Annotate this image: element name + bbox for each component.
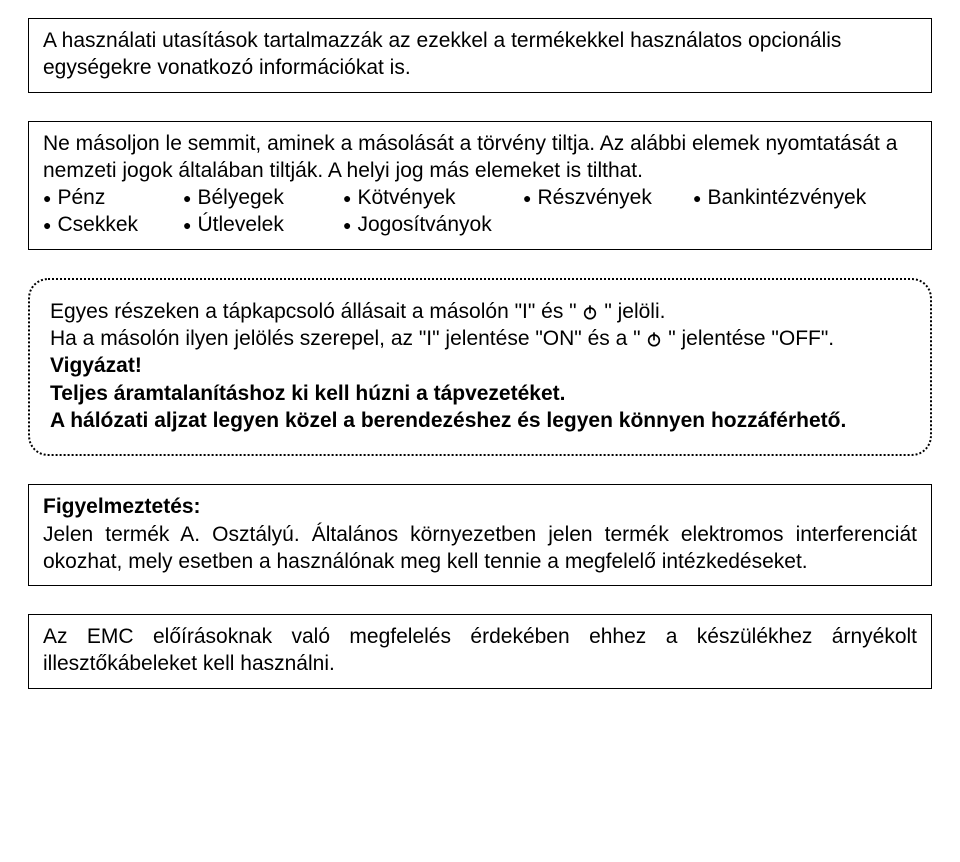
bullet-label: Kötvények <box>357 184 455 211</box>
power-line-1: Egyes részeken a tápkapcsoló állásait a … <box>50 298 910 325</box>
bullet-item: Csekkek <box>43 211 183 238</box>
text-fragment: Ha a másolón ilyen jelölés szerepel, az … <box>50 327 646 350</box>
bullet-row-1: Pénz Bélyegek Kötvények Részvények Banki… <box>43 184 917 211</box>
power-line-2: Ha a másolón ilyen jelölés szerepel, az … <box>50 325 910 352</box>
bullet-item: Bankintézvények <box>693 184 917 211</box>
info-box-warning: Figyelmeztetés: Jelen termék A. Osztályú… <box>28 484 932 586</box>
power-icon <box>646 331 662 347</box>
bullet-label: Részvények <box>537 184 651 211</box>
info-box-manual: A használati utasítások tartalmazzák az … <box>28 18 932 93</box>
bullet-item: Kötvények <box>343 184 523 211</box>
bullet-label: Útlevelek <box>197 211 283 238</box>
bullet-label: Bankintézvények <box>707 184 866 211</box>
caution-line-1: Teljes áramtalanításhoz ki kell húzni a … <box>50 380 910 407</box>
bullet-row-2: Csekkek Útlevelek Jogosítványok <box>43 211 917 238</box>
bullet-label: Pénz <box>57 184 105 211</box>
bullet-label: Bélyegek <box>197 184 283 211</box>
info-box-emc: Az EMC előírásoknak való megfelelés érde… <box>28 614 932 689</box>
bullet-label: Jogosítványok <box>357 211 491 238</box>
info-box-copy-law: Ne másoljon le semmit, aminek a másolásá… <box>28 121 932 250</box>
caution-label: Vigyázat! <box>50 352 910 379</box>
bullet-item: Részvények <box>523 184 693 211</box>
info-text: A használati utasítások tartalmazzák az … <box>43 27 917 82</box>
emc-text: Az EMC előírásoknak való megfelelés érde… <box>43 623 917 678</box>
power-icon <box>582 304 598 320</box>
copy-law-text: Ne másoljon le semmit, aminek a másolásá… <box>43 130 917 185</box>
info-box-power: Egyes részeken a tápkapcsoló állásait a … <box>28 278 932 456</box>
bullet-item: Pénz <box>43 184 183 211</box>
bullet-item: Bélyegek <box>183 184 343 211</box>
warning-body: Jelen termék A. Osztályú. Általános körn… <box>43 521 917 576</box>
text-fragment: " jelöli. <box>598 300 665 323</box>
caution-line-2: A hálózati aljzat legyen közel a berende… <box>50 407 910 434</box>
bullet-item: Útlevelek <box>183 211 343 238</box>
text-fragment: " jelentése "OFF". <box>662 327 834 350</box>
text-fragment: Egyes részeken a tápkapcsoló állásait a … <box>50 300 582 323</box>
warning-title: Figyelmeztetés: <box>43 493 917 520</box>
bullet-label: Csekkek <box>57 211 138 238</box>
bullet-item: Jogosítványok <box>343 211 523 238</box>
